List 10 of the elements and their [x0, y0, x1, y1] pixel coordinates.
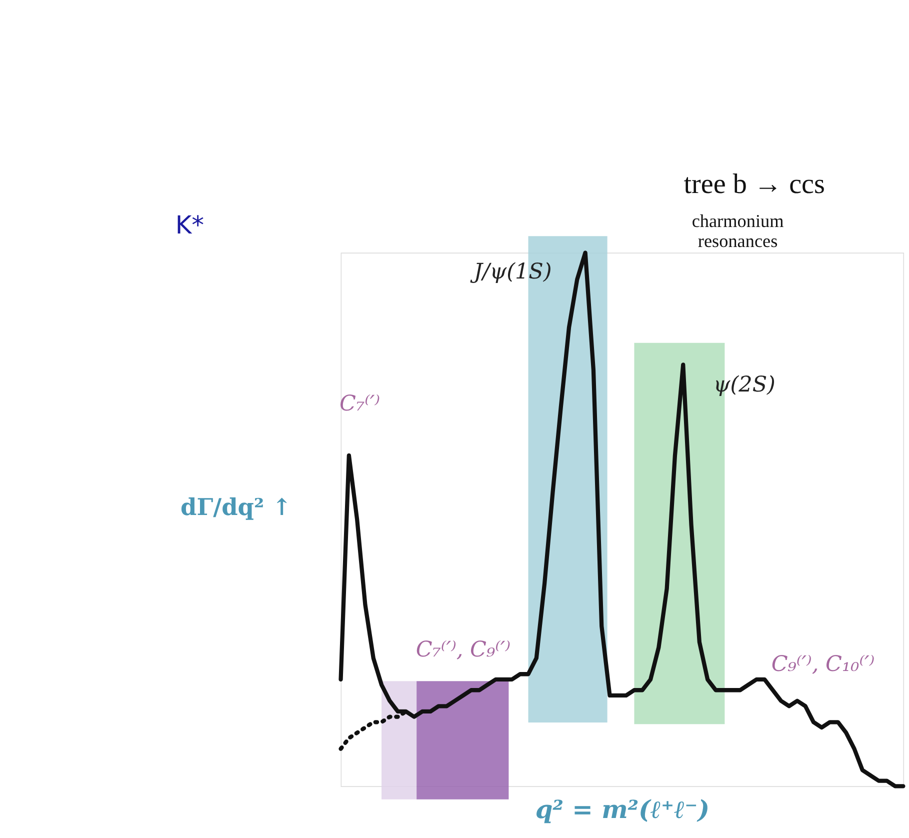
- text: charmonium resonances: [692, 211, 784, 251]
- annotation: C₇⁽′⁾, C₉⁽′⁾: [416, 637, 511, 662]
- annotation: ψ(2S): [713, 372, 776, 398]
- annotation: C₉⁽′⁾, C₁₀⁽′⁾: [771, 652, 875, 678]
- y-axis-title: dΓ/dq² ↑: [180, 494, 292, 521]
- text: tree b → ccs: [684, 169, 825, 200]
- annotation: C₇⁽′⁾: [340, 392, 380, 417]
- annotation: J/ψ(1S): [470, 259, 552, 284]
- x-axis-title: q² = m²(ℓ⁺ℓ⁻): [535, 795, 710, 824]
- chart-title: K*: [175, 210, 204, 240]
